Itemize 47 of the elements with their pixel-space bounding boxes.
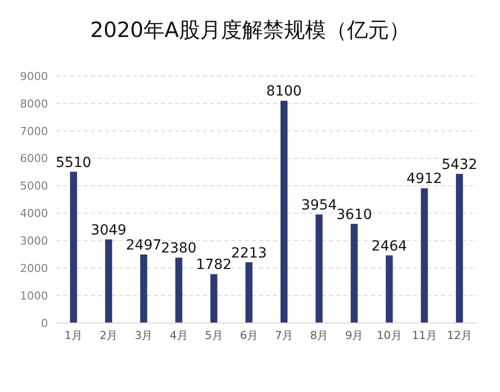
y-tick-label: 2000: [20, 262, 48, 276]
data-label: 4912: [406, 171, 442, 188]
bar: [70, 172, 78, 323]
data-label: 3954: [301, 197, 338, 214]
data-label: 3049: [90, 222, 126, 238]
data-label: 2380: [160, 240, 197, 257]
y-tick-label: 8000: [20, 97, 48, 110]
chart-title: 2020年A股月度解禁规模（亿元）: [89, 17, 411, 44]
bar: [386, 255, 393, 323]
bar: [280, 100, 288, 323]
x-tick-label: 10月: [376, 328, 402, 342]
data-label: 2464: [371, 238, 408, 254]
y-tick-label: 4000: [20, 207, 48, 220]
bar: [210, 274, 218, 323]
x-tick-label: 2月: [100, 328, 118, 342]
y-tick-label: 1000: [20, 289, 48, 302]
x-tick-label: 5月: [204, 328, 223, 342]
data-label: 2497: [126, 237, 162, 254]
y-tick-label: 7000: [20, 124, 48, 138]
x-tick-label: 11月: [412, 328, 437, 342]
bar: [316, 214, 323, 323]
y-tick-label: 9000: [20, 70, 48, 83]
data-label: 8100: [266, 84, 302, 100]
y-tick-label: 6000: [20, 152, 48, 166]
data-label: 3610: [336, 206, 372, 223]
x-tick-label: 9月: [345, 328, 364, 342]
bar: [456, 174, 463, 323]
y-tick-label: 3000: [20, 234, 48, 248]
bar: [175, 258, 182, 323]
x-tick-label: 7月: [275, 328, 294, 342]
y-tick-label: 5000: [20, 180, 48, 193]
data-label: 1782: [196, 257, 232, 274]
data-label: 5432: [442, 156, 478, 173]
x-tick-label: 4月: [170, 328, 188, 342]
bar: [140, 254, 148, 323]
x-tick-label: 1月: [64, 328, 83, 342]
data-label: 5510: [56, 154, 92, 171]
x-tick-label: 6月: [240, 328, 258, 342]
bar: [420, 188, 428, 323]
y-tick-label: 0: [41, 316, 48, 330]
bar: [105, 239, 112, 323]
x-tick-label: 8月: [310, 328, 328, 342]
bar: [245, 262, 252, 323]
x-tick-label: 3月: [134, 328, 153, 342]
bar: [350, 224, 358, 323]
data-label: 2213: [231, 245, 267, 262]
x-tick-label: 12月: [446, 328, 472, 342]
